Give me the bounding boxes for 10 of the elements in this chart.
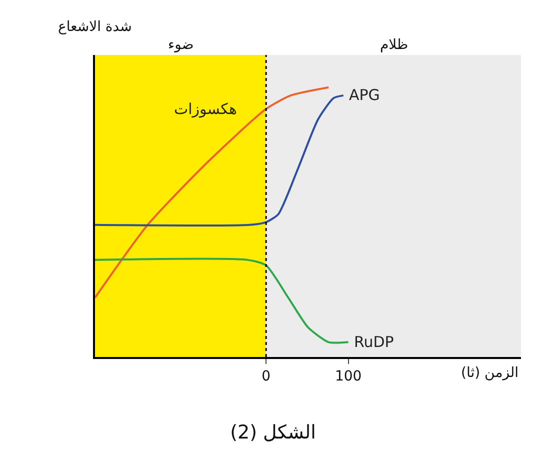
x-axis-title: الزمن (ثا) xyxy=(461,365,519,381)
series-label: RuDP xyxy=(354,333,394,351)
series-label: APG xyxy=(349,86,380,104)
band-label: ضوء xyxy=(168,37,194,53)
band-label: ظلام xyxy=(380,37,408,53)
y-axis-title: شدة الاشعاع xyxy=(58,19,132,35)
series-label: هكسوزات xyxy=(174,100,237,118)
x-tick-label: 100 xyxy=(334,368,362,385)
text: الشكل (2) xyxy=(230,421,316,444)
x-tick-label: 0 xyxy=(262,368,271,385)
